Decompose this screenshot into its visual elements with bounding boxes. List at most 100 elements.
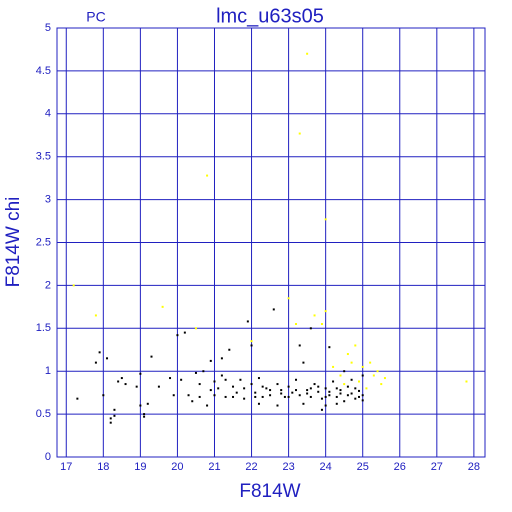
point [302, 402, 305, 405]
point [194, 371, 197, 374]
point [306, 52, 309, 55]
point [358, 395, 361, 398]
point [202, 370, 205, 373]
point [295, 323, 298, 326]
point [146, 402, 149, 405]
point [250, 340, 253, 343]
x-tick-label: 28 [468, 461, 480, 473]
y-tick-label: 0 [45, 451, 51, 463]
point [383, 377, 386, 380]
point [206, 404, 209, 407]
y-tick-label: 2.5 [36, 236, 51, 248]
x-tick-label: 20 [171, 461, 183, 473]
point [94, 314, 97, 317]
point [183, 331, 186, 334]
point [269, 389, 272, 392]
point [94, 361, 97, 364]
point [254, 391, 257, 394]
x-tick-label: 26 [394, 461, 406, 473]
point [139, 372, 142, 375]
point [198, 383, 201, 386]
y-tick-label: 2 [45, 279, 51, 291]
point [358, 389, 361, 392]
point [257, 377, 260, 380]
point [354, 387, 357, 390]
point [332, 365, 335, 368]
point [213, 394, 216, 397]
point [361, 374, 364, 377]
point [343, 400, 346, 403]
point [350, 378, 353, 381]
point [324, 387, 327, 390]
point [209, 389, 212, 392]
point [224, 395, 227, 398]
point [235, 391, 238, 394]
point [361, 399, 364, 402]
point [343, 383, 346, 386]
point [217, 387, 220, 390]
point [120, 377, 123, 380]
point [143, 415, 146, 418]
x-tick-label: 17 [60, 461, 72, 473]
y-tick-label: 4 [45, 108, 51, 120]
point [220, 357, 223, 360]
point [113, 408, 116, 411]
point [465, 380, 468, 383]
x-axis-label: F814W [239, 481, 300, 502]
point [109, 421, 112, 424]
point [113, 414, 116, 417]
chart-subtitle: PC [86, 9, 105, 25]
point [180, 378, 183, 381]
point [198, 395, 201, 398]
point [339, 374, 342, 377]
point [328, 394, 331, 397]
point [350, 392, 353, 395]
point [335, 395, 338, 398]
point [169, 377, 172, 380]
y-tick-label: 3.5 [36, 151, 51, 163]
point [246, 320, 249, 323]
point [343, 370, 346, 373]
point [365, 387, 368, 390]
point [346, 353, 349, 356]
point [157, 385, 160, 388]
point [335, 402, 338, 405]
y-axis-label: F814W chi [3, 197, 24, 288]
point [261, 385, 264, 388]
point [313, 314, 316, 317]
point [291, 391, 294, 394]
point [265, 387, 268, 390]
point [161, 305, 164, 308]
point [376, 370, 379, 373]
point [332, 380, 335, 383]
point [309, 395, 312, 398]
x-tick-label: 19 [134, 461, 146, 473]
point [172, 394, 175, 397]
point [324, 218, 327, 221]
point [328, 390, 331, 393]
point [302, 361, 305, 364]
point [191, 400, 194, 403]
point [228, 348, 231, 351]
point [220, 374, 223, 377]
point [339, 392, 342, 395]
point [320, 408, 323, 411]
point [361, 394, 364, 397]
point [102, 394, 105, 397]
chart-title: lmc_u63s05 [216, 5, 324, 27]
point [295, 378, 298, 381]
point [243, 397, 246, 400]
point [287, 395, 290, 398]
point [309, 327, 312, 330]
point [139, 404, 142, 407]
point [280, 392, 283, 395]
point [306, 392, 309, 395]
point [209, 359, 212, 362]
point [243, 387, 246, 390]
point [287, 297, 290, 300]
point [117, 380, 120, 383]
x-tick-label: 18 [97, 461, 109, 473]
y-tick-label: 0.5 [36, 408, 51, 420]
point [194, 327, 197, 330]
